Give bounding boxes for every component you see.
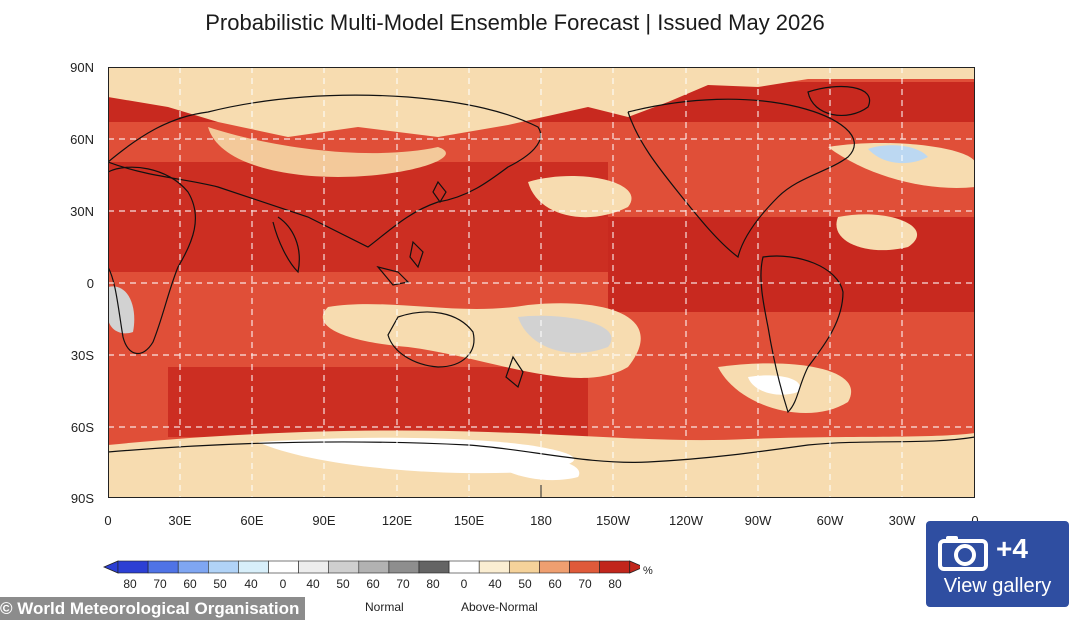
- lon-label-60w: 60W: [816, 513, 844, 528]
- tropical-warm-band-east: [608, 217, 975, 312]
- lon-label-90w: 90W: [744, 513, 772, 528]
- lat-label-90n: 90N: [70, 60, 94, 75]
- legend-swatch: [448, 560, 480, 574]
- legend-swatch: [298, 560, 330, 574]
- north-atlantic-below-patch: [868, 145, 928, 164]
- africa-outline: [108, 166, 196, 354]
- lon-label-150e: 150E: [453, 513, 485, 528]
- australia-outline: [387, 311, 475, 368]
- lon-label-120e: 120E: [381, 513, 413, 528]
- legend-number: 60: [366, 577, 380, 591]
- legend-swatch: [569, 560, 600, 574]
- legend-swatch: [268, 560, 299, 574]
- legend-number: 0: [279, 577, 287, 591]
- legend-number: 40: [488, 577, 502, 591]
- legend-number: 0: [460, 577, 468, 591]
- legend-number: 70: [153, 577, 167, 591]
- lon-label-150w: 150W: [596, 513, 630, 528]
- legend-swatch: [478, 560, 510, 574]
- gallery-count: +4: [996, 533, 1028, 564]
- southern-ocean-warm-band: [168, 367, 588, 437]
- south-atlantic-white-patch: [748, 375, 800, 395]
- lat-label-30s: 30S: [70, 348, 94, 363]
- legend-swatch: [508, 560, 540, 574]
- lon-label-30w: 30W: [888, 513, 916, 528]
- legend-swatch: [208, 560, 239, 574]
- legend-swatch: [328, 560, 360, 574]
- legend-category-normal: Normal: [365, 600, 404, 614]
- philippines-outline: [409, 240, 424, 269]
- forecast-map: [108, 67, 975, 498]
- north-america-outline: [627, 98, 855, 259]
- legend-number: 70: [396, 577, 410, 591]
- antarctic-white-patch-east: [258, 437, 575, 474]
- legend-swatch: [117, 560, 149, 574]
- lon-label-60e: 60E: [240, 513, 264, 528]
- camera-icon: [938, 533, 988, 576]
- legend-number: 40: [244, 577, 258, 591]
- legend-swatch: [177, 560, 209, 574]
- antarctica-outline: [108, 436, 975, 463]
- lat-label-30n: 30N: [70, 204, 94, 219]
- north-pacific-pale-patch: [528, 176, 632, 218]
- graticule: [108, 67, 975, 498]
- legend-swatch: [358, 560, 390, 574]
- lat-label-0: 0: [86, 276, 94, 291]
- new-zealand-outline: [505, 355, 524, 389]
- legend-number: 80: [426, 577, 440, 591]
- lat-label-60n: 60N: [70, 132, 94, 147]
- tropical-warm-band-west: [108, 162, 608, 272]
- india-outline: [272, 216, 300, 274]
- legend-number: 60: [183, 577, 197, 591]
- legend-swatch: [147, 560, 179, 574]
- legend-colorbar: [100, 559, 645, 580]
- legend-number: 80: [123, 577, 137, 591]
- indonesia-outline: [376, 265, 410, 286]
- lon-label-180: 180: [530, 513, 552, 528]
- north-atlantic-pale-patch: [828, 142, 975, 188]
- legend-category-above-normal: Above-Normal: [461, 600, 538, 614]
- legend-colorbar-svg: [102, 560, 645, 574]
- eurasia-outline: [108, 94, 542, 248]
- legend-number: 50: [213, 577, 227, 591]
- legend-number: 50: [336, 577, 350, 591]
- gallery-label: View gallery: [943, 575, 1052, 597]
- view-gallery-button[interactable]: +4 View gallery: [926, 521, 1069, 607]
- japan-outline: [432, 180, 447, 204]
- lon-label-0-east: 0: [945, 513, 1005, 528]
- tropical-atlantic-pale-patch: [836, 214, 918, 251]
- legend-number: 60: [548, 577, 562, 591]
- south-america-outline: [760, 255, 844, 414]
- antarctic-white-patch-ross: [488, 455, 580, 481]
- greenland-outline: [807, 86, 871, 116]
- south-africa-normal-patch: [108, 286, 135, 334]
- legend-swatch: [238, 560, 269, 574]
- legend-number: 40: [306, 577, 320, 591]
- legend-left-arrow: [102, 560, 119, 574]
- map-title: Probabilistic Multi-Model Ensemble Forec…: [205, 10, 825, 35]
- legend-number: 50: [518, 577, 532, 591]
- legend-number: 70: [578, 577, 592, 591]
- coastlines: [108, 86, 975, 463]
- legend-unit: %: [643, 565, 653, 577]
- lon-label-90e: 90E: [312, 513, 336, 528]
- lon-label-30e: 30E: [168, 513, 192, 528]
- legend-swatch: [539, 560, 570, 574]
- legend-swatch: [418, 560, 450, 574]
- lat-label-90s: 90S: [70, 491, 94, 506]
- lon-label-0: 0: [104, 513, 112, 528]
- lat-label-60s: 60S: [70, 420, 94, 435]
- legend-right-arrow: [629, 560, 645, 574]
- forecast-map-svg: [108, 67, 975, 498]
- legend-swatch: [599, 560, 631, 574]
- legend-number: 80: [608, 577, 622, 591]
- legend-swatch: [388, 560, 420, 574]
- image-credit: © World Meteorological Organisation: [0, 597, 306, 620]
- lon-label-120w: 120W: [669, 513, 703, 528]
- eurasia-moderate-patch: [208, 127, 446, 177]
